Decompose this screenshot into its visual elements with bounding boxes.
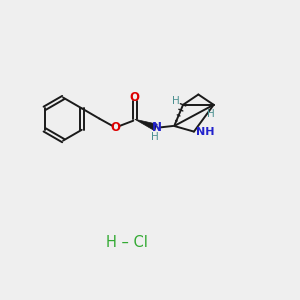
Text: O: O bbox=[111, 121, 121, 134]
Polygon shape bbox=[135, 119, 157, 131]
Text: H: H bbox=[207, 109, 214, 119]
Text: H – Cl: H – Cl bbox=[106, 235, 147, 250]
Text: NH: NH bbox=[196, 127, 215, 137]
Text: H: H bbox=[172, 96, 180, 106]
Text: O: O bbox=[130, 91, 140, 104]
Text: N: N bbox=[152, 121, 161, 134]
Text: H: H bbox=[152, 132, 159, 142]
